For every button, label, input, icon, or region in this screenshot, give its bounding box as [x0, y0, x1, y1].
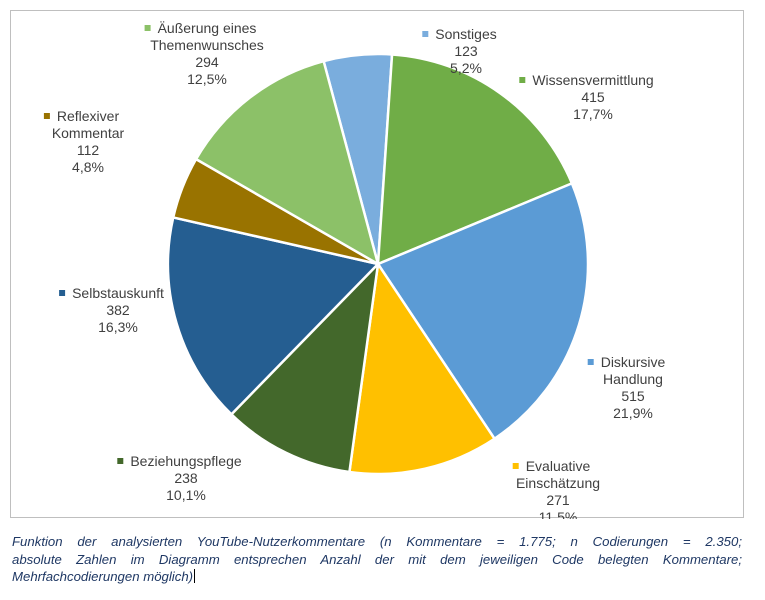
- slice-percent-text: 12,5%: [187, 71, 227, 87]
- slice-category-text: Handlung: [603, 371, 663, 387]
- slice-label-äußerung eines-themenwunsches: Äußerung einesThemenwunsches29412,5%: [150, 20, 264, 87]
- legend-marker-icon: [43, 113, 50, 119]
- slice-count-text: 294: [195, 54, 219, 70]
- slice-category-text: Einschätzung: [516, 475, 600, 491]
- slice-percent-text: 17,7%: [573, 106, 613, 122]
- legend-marker-icon: [422, 31, 429, 37]
- slice-percent-text: 5,2%: [450, 60, 482, 76]
- pie-slice-wissensvermittlung: [376, 53, 574, 266]
- caption-line-2: absolute Zahlen im Diagramm entsprechen …: [12, 551, 742, 567]
- slice-category-text: Sonstiges: [435, 26, 496, 42]
- slice-category-text: Reflexiver: [57, 108, 120, 124]
- pie-slice-diskursive-handlung: [376, 182, 590, 440]
- slice-category-text: Diskursive: [601, 354, 666, 370]
- slice-category-text: Beziehungspflege: [130, 453, 242, 469]
- slice-category-text: Wissensvermittlung: [532, 72, 653, 88]
- caption-line-3: Mehrfachcodierungen möglich): [12, 568, 742, 586]
- slice-category-text: Evaluative: [526, 458, 591, 474]
- slice-percent-text: 10,1%: [166, 487, 206, 503]
- slice-count-text: 382: [106, 302, 130, 318]
- figure-caption: Funktion der analysierten YouTube-Nutzer…: [12, 533, 742, 586]
- pie-slice-äußerung eines-themenwunsches: [194, 59, 380, 266]
- legend-marker-icon: [144, 25, 151, 31]
- chart-frame: Sonstiges 123 5,2% Wissensvermittlung 415 17,…: [10, 10, 744, 519]
- slice-count-text: 112: [77, 142, 100, 158]
- legend-marker-icon: [519, 77, 526, 83]
- slice-category-text: Selbstauskunft: [72, 285, 164, 301]
- slice-percent-text: 4,8%: [72, 159, 104, 175]
- text-cursor: [194, 569, 196, 583]
- slice-count-text: 123: [454, 43, 478, 59]
- slice-count-text: 515: [621, 388, 645, 404]
- legend-marker-icon: [117, 458, 124, 464]
- slice-count-text: 415: [581, 89, 605, 105]
- caption-line-1: Funktion der analysierten YouTube-Nutzer…: [12, 534, 742, 549]
- legend-marker-icon: [587, 359, 594, 365]
- pie-slice-evaluative-einschätzung: [348, 262, 496, 476]
- slice-category-text: Äußerung eines: [158, 20, 257, 36]
- pie-slice-beziehungspflege: [230, 262, 380, 474]
- caption-line-3-text: Mehrfachcodierungen möglich): [12, 569, 194, 584]
- legend-marker-icon: [512, 463, 519, 469]
- slice-category-text: Themenwunsches: [150, 37, 264, 53]
- slice-count-text: 271: [546, 492, 570, 508]
- pie-slice-selbstauskunft: [166, 216, 380, 416]
- slice-percent-text: 21,9%: [613, 405, 653, 421]
- slice-percent-text: 16,3%: [98, 319, 138, 335]
- legend-marker-icon: [59, 290, 66, 296]
- slice-percent-text: 11,5%: [539, 509, 578, 519]
- slice-category-text: Kommentar: [52, 125, 125, 141]
- slice-count-text: 238: [174, 470, 198, 486]
